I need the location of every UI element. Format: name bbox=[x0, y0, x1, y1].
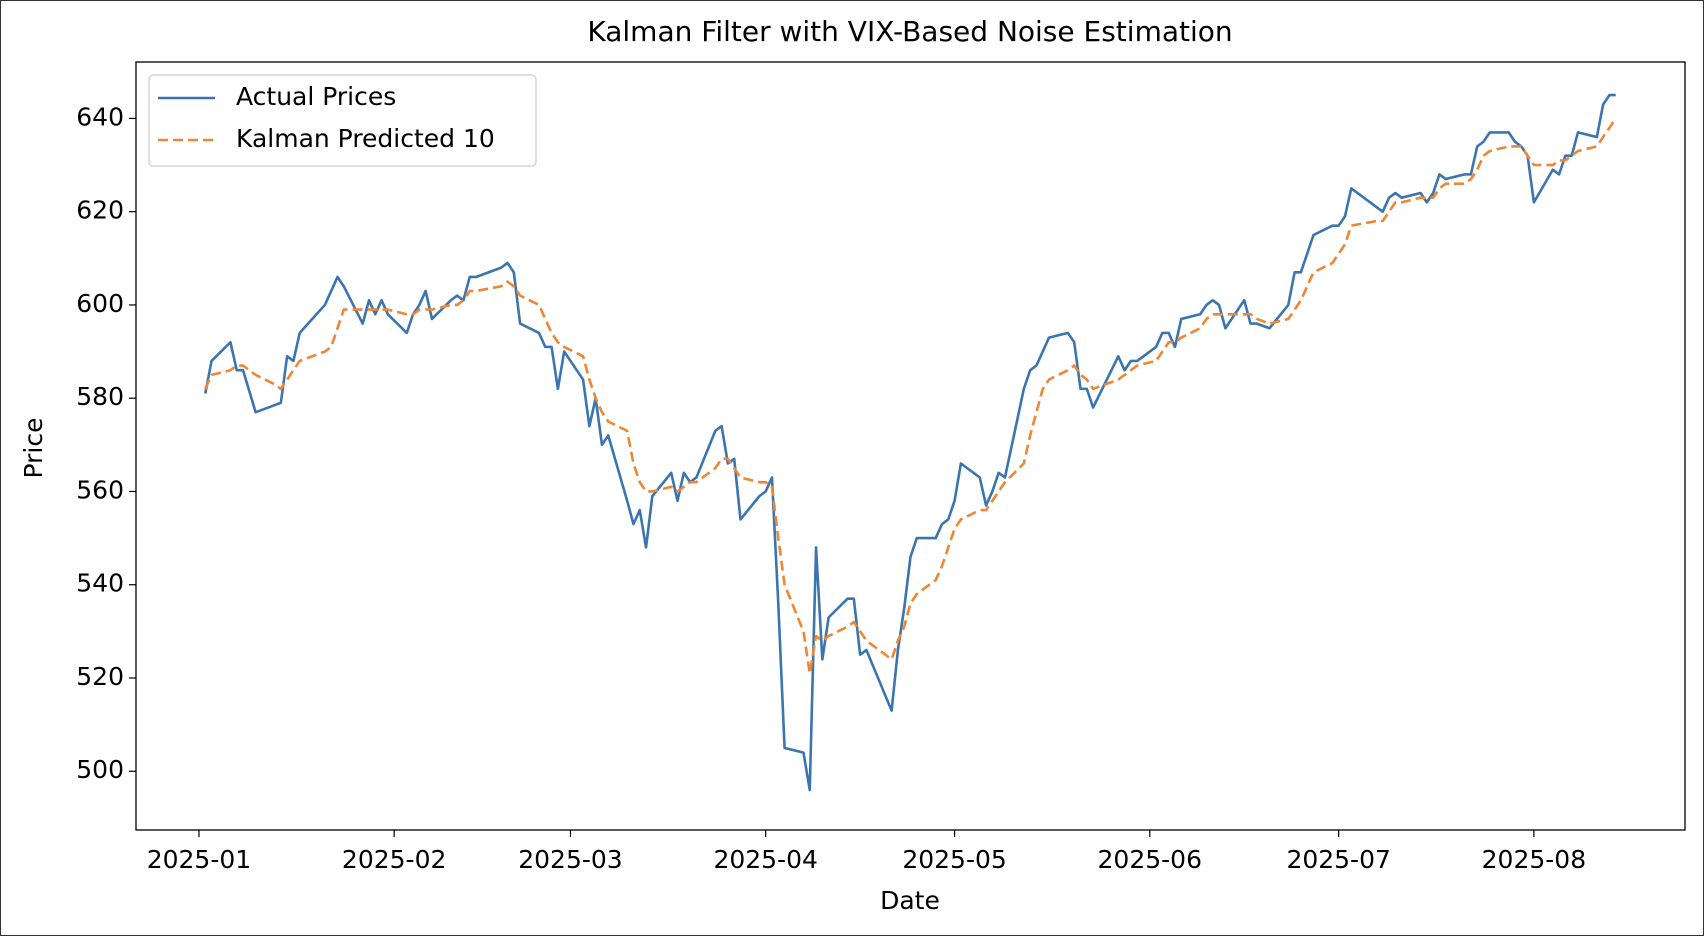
x-tick-label: 2025-07 bbox=[1286, 845, 1390, 874]
x-tick-label: 2025-02 bbox=[342, 845, 446, 874]
x-tick-label: 2025-04 bbox=[713, 845, 817, 874]
y-axis-label: Price bbox=[19, 418, 48, 479]
y-tick-label: 500 bbox=[76, 755, 124, 784]
series-line bbox=[204, 117, 1617, 675]
x-axis-label: Date bbox=[880, 886, 940, 915]
legend-label: Kalman Predicted 10 bbox=[236, 124, 495, 153]
y-tick-label: 580 bbox=[76, 382, 124, 411]
x-tick-label: 2025-06 bbox=[1098, 845, 1202, 874]
y-tick-label: 620 bbox=[76, 196, 124, 225]
x-tick-label: 2025-05 bbox=[902, 845, 1006, 874]
x-tick-label: 2025-03 bbox=[518, 845, 622, 874]
y-tick-label: 520 bbox=[76, 662, 124, 691]
chart-title: Kalman Filter with VIX-Based Noise Estim… bbox=[587, 15, 1232, 48]
y-tick-label: 540 bbox=[76, 569, 124, 598]
legend-box bbox=[148, 74, 537, 167]
y-tick-label: 560 bbox=[76, 475, 124, 504]
y-tick-label: 640 bbox=[76, 102, 124, 131]
series-line bbox=[203, 93, 1616, 792]
plot-frame bbox=[135, 61, 1686, 831]
y-tick-label: 600 bbox=[76, 289, 124, 318]
x-tick-label: 2025-08 bbox=[1482, 845, 1586, 874]
legend-label: Actual Prices bbox=[236, 82, 396, 111]
x-tick-label: 2025-01 bbox=[147, 845, 251, 874]
